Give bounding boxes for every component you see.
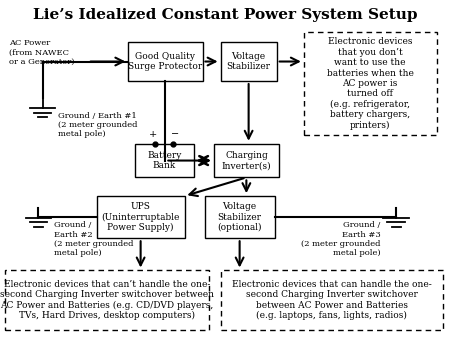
- Text: −: −: [171, 129, 180, 139]
- Bar: [4, 270, 209, 330]
- Text: Electronic devices that can handle the one-
second Charging Inverter switchover
: Electronic devices that can handle the o…: [232, 280, 432, 320]
- Text: UPS
(Uninterruptable
Power Supply): UPS (Uninterruptable Power Supply): [101, 202, 180, 232]
- Text: Voltage
Stabilizer
(optional): Voltage Stabilizer (optional): [217, 202, 262, 232]
- Text: AC Power
(from NAWEC
or a Generator): AC Power (from NAWEC or a Generator): [9, 39, 75, 66]
- Text: Ground /
Earth #2
(2 meter grounded
metal pole): Ground / Earth #2 (2 meter grounded meta…: [54, 221, 134, 257]
- Text: Ground /
Earth #3
(2 meter grounded
metal pole): Ground / Earth #3 (2 meter grounded meta…: [301, 221, 380, 257]
- Text: Charging
Inverter(s): Charging Inverter(s): [221, 151, 271, 170]
- Text: Electronic devices that can’t handle the one-
second Charging Inverter switchove: Electronic devices that can’t handle the…: [0, 280, 214, 320]
- Text: +: +: [149, 129, 158, 139]
- Text: Good Quality
Surge Protector: Good Quality Surge Protector: [128, 52, 202, 71]
- Bar: [304, 32, 436, 135]
- Text: Lie’s Idealized Constant Power System Setup: Lie’s Idealized Constant Power System Se…: [33, 8, 417, 22]
- Bar: [128, 42, 202, 81]
- Bar: [214, 144, 279, 177]
- Bar: [220, 42, 277, 81]
- Text: Voltage
Stabilizer: Voltage Stabilizer: [227, 52, 270, 71]
- Bar: [97, 196, 184, 238]
- Text: Ground / Earth #1
(2 meter grounded
metal pole): Ground / Earth #1 (2 meter grounded meta…: [58, 112, 138, 138]
- Bar: [205, 196, 274, 238]
- Text: Electronic devices
that you don’t
want to use the
batteries when the
AC power is: Electronic devices that you don’t want t…: [327, 38, 414, 130]
- Bar: [220, 270, 443, 330]
- Bar: [135, 144, 194, 177]
- Text: Battery
Bank: Battery Bank: [147, 151, 181, 170]
